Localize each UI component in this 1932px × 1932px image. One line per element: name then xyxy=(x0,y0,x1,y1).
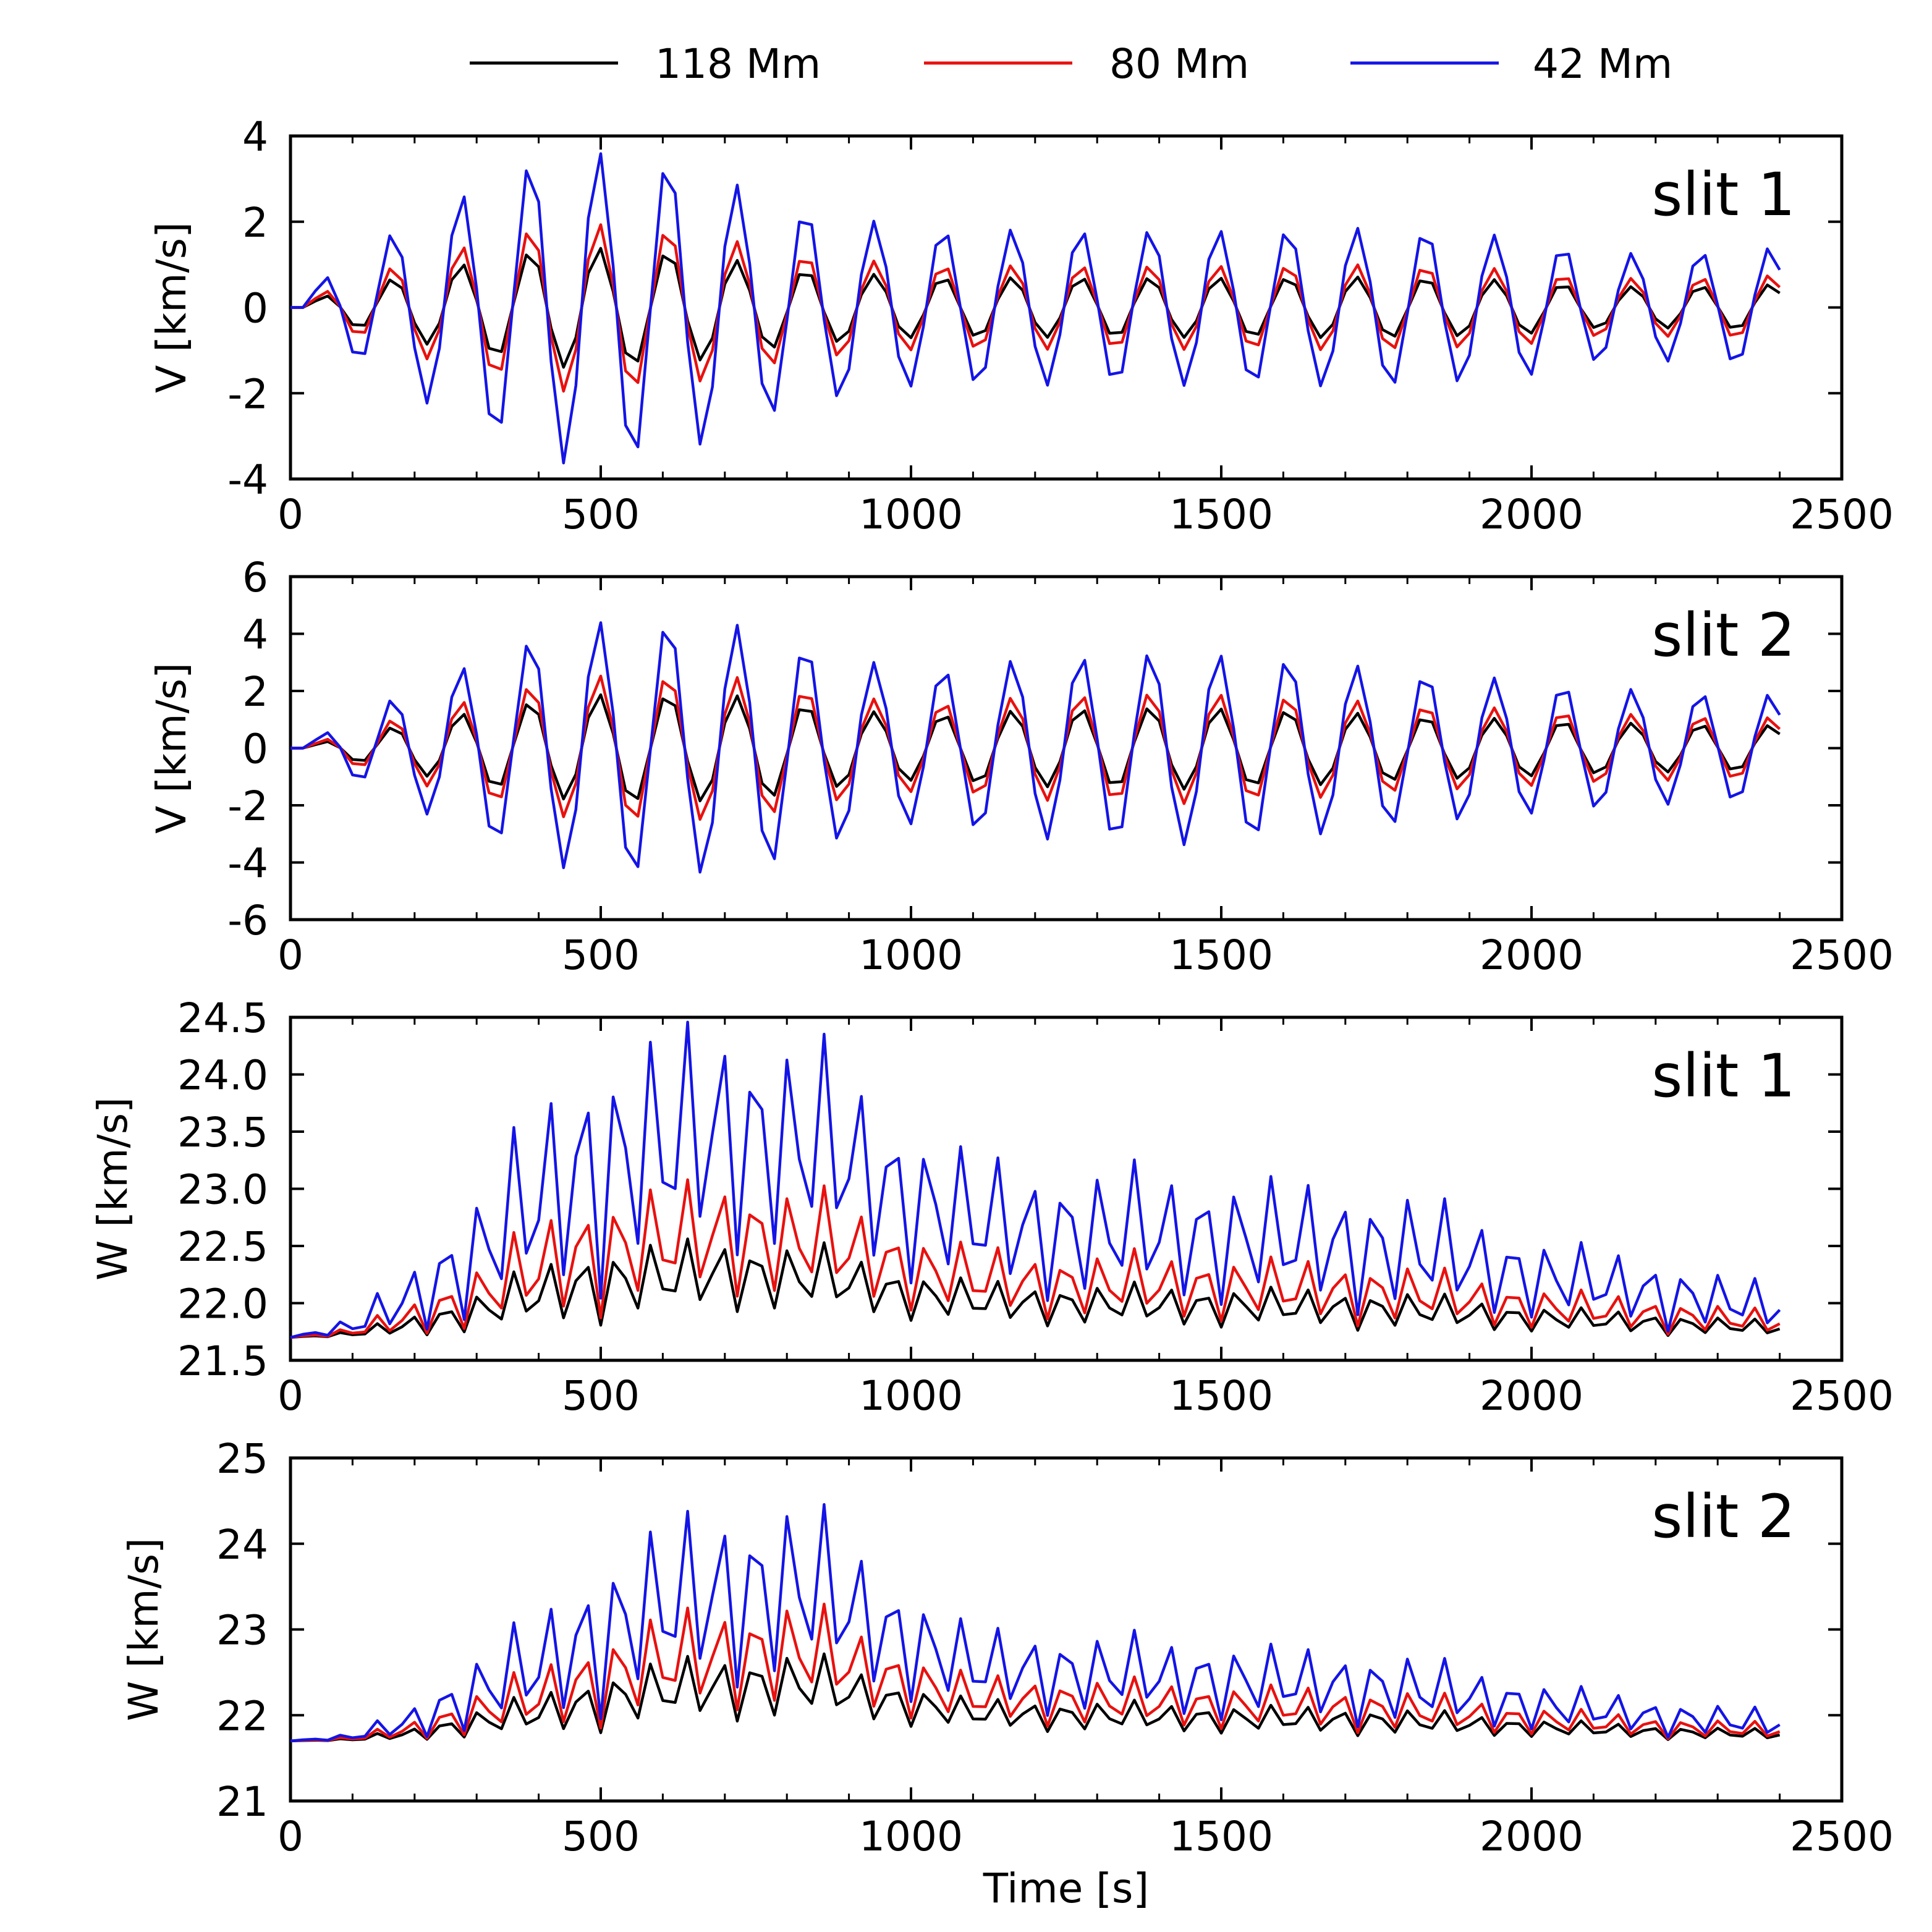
panel-4-xtick-label: 500 xyxy=(562,1813,640,1860)
panel-3-ytick-label: 24.5 xyxy=(177,994,268,1042)
panel-1-xtick-label: 2500 xyxy=(1790,491,1894,538)
panel-4-frame xyxy=(289,1456,1844,1803)
panel-1-ytick-label: 2 xyxy=(242,199,268,247)
panel-4-series-118mm xyxy=(290,1652,1781,1743)
panel-1: 0 500 1000 1500 2000 2500 -4 -2 0 2 4 slit 1 V [km… xyxy=(148,113,1894,538)
legend-label-118mm: 118 Mm xyxy=(655,40,821,88)
panel-2-xtick-label: 2000 xyxy=(1480,931,1583,979)
legend: 118 Mm 80 Mm 42 Mm xyxy=(470,40,1672,88)
panel-2-ytick-label: 2 xyxy=(242,668,268,716)
panel-4-ytick-label: 21 xyxy=(216,1778,268,1826)
panel-3-ytick-label: 23.5 xyxy=(177,1109,268,1156)
panel-3-ytick-label: 24.0 xyxy=(177,1052,268,1099)
panel-3-series-118mm xyxy=(290,1237,1781,1339)
panel-2: 0 500 1000 1500 2000 2500 -6 -4 -2 0 2 4 6 slit 2 V … xyxy=(148,554,1894,979)
panel-4-ylabel: W [km/s] xyxy=(120,1538,167,1721)
panel-2-xtick-label: 2500 xyxy=(1790,931,1894,979)
panel-4-tag: slit 2 xyxy=(1651,1482,1795,1551)
panel-2-tag: slit 2 xyxy=(1651,601,1795,670)
panel-4-series-80mm xyxy=(290,1603,1781,1743)
panel-4-series xyxy=(290,1503,1781,1743)
panel-2-series-42mm xyxy=(290,621,1781,874)
panel-1-ticks: 0 500 1000 1500 2000 2500 -4 -2 0 2 4 xyxy=(227,113,1894,538)
panel-2-series xyxy=(290,621,1781,874)
panel-1-xtick-label: 2000 xyxy=(1480,491,1583,538)
panel-1-ytick-label: 4 xyxy=(242,113,268,161)
panel-1-tag: slit 1 xyxy=(1651,160,1795,229)
panel-3-ytick-label: 22.0 xyxy=(177,1281,268,1328)
panel-3-xtick-label: 2000 xyxy=(1480,1372,1583,1420)
panel-4-xtick-label: 1000 xyxy=(859,1813,963,1860)
panel-4-ytick-label: 25 xyxy=(216,1435,268,1483)
panel-1-ytick-label: 0 xyxy=(242,285,268,333)
panel-2-xtick-label: 0 xyxy=(278,931,303,979)
panel-3-ylabel: W [km/s] xyxy=(89,1097,137,1281)
panel-1-series-42mm xyxy=(290,152,1781,465)
panel-3-xtick-label: 1000 xyxy=(859,1372,963,1420)
panel-3-tag: slit 1 xyxy=(1651,1041,1795,1111)
panel-3-ytick-label: 21.5 xyxy=(177,1337,268,1385)
panel-3-ytick-label: 22.5 xyxy=(177,1223,268,1271)
panel-3-xtick-label: 2500 xyxy=(1790,1372,1894,1420)
panel-4: 0 500 1000 1500 2000 2500 21 22 23 24 25 slit 2 W … xyxy=(120,1435,1894,1860)
panel-2-ytick-label: 4 xyxy=(242,611,268,659)
panel-1-ylabel: V [km/s] xyxy=(148,222,195,393)
panel-3-xtick-label: 0 xyxy=(278,1372,303,1420)
panel-2-ytick-label: 0 xyxy=(242,726,268,773)
panel-1-series-80mm xyxy=(290,223,1781,393)
panel-3-series-42mm xyxy=(290,1020,1781,1339)
panel-3-series xyxy=(290,1020,1781,1339)
panel-2-series-80mm xyxy=(290,674,1781,821)
panel-3-xtick-label: 1500 xyxy=(1169,1372,1273,1420)
panel-2-frame xyxy=(289,575,1844,922)
panel-4-xtick-label: 2500 xyxy=(1790,1813,1894,1860)
panel-1-frame xyxy=(289,134,1844,481)
panel-1-xtick-label: 0 xyxy=(278,491,303,538)
panel-2-ytick-label: -4 xyxy=(227,840,268,888)
legend-label-42mm: 42 Mm xyxy=(1533,40,1672,88)
panel-1-xtick-label: 1000 xyxy=(859,491,963,538)
panel-2-ylabel: V [km/s] xyxy=(148,663,195,834)
panel-2-xtick-label: 1500 xyxy=(1169,931,1273,979)
panel-4-ytick-label: 24 xyxy=(216,1521,268,1569)
panel-2-series-118mm xyxy=(290,693,1781,803)
panel-4-ytick-label: 23 xyxy=(216,1607,268,1654)
panel-2-xtick-label: 1000 xyxy=(859,931,963,979)
panel-4-series-42mm xyxy=(290,1503,1781,1743)
legend-label-80mm: 80 Mm xyxy=(1109,40,1249,88)
panel-2-ytick-label: -6 xyxy=(227,897,268,944)
panel-2-ticks: 0 500 1000 1500 2000 2500 -6 -4 -2 0 2 4 6 xyxy=(227,554,1894,979)
panel-4-xtick-label: 2000 xyxy=(1480,1813,1583,1860)
panel-4-ytick-label: 22 xyxy=(216,1692,268,1740)
panel-1-xtick-label: 500 xyxy=(562,491,640,538)
panel-3: 0 500 1000 1500 2000 2500 21.5 22.0 22.5 23.0 23.5… xyxy=(89,994,1894,1420)
panel-4-xtick-label: 1500 xyxy=(1169,1813,1273,1860)
panel-3-series-80mm xyxy=(290,1178,1781,1339)
panel-1-series-118mm xyxy=(290,247,1781,369)
panel-3-xtick-label: 500 xyxy=(562,1372,640,1420)
panel-3-ytick-label: 23.0 xyxy=(177,1166,268,1214)
x-axis-title: Time [s] xyxy=(983,1865,1149,1912)
panel-2-ytick-label: 6 xyxy=(242,554,268,601)
panel-1-series xyxy=(290,152,1781,465)
panel-4-xtick-label: 0 xyxy=(278,1813,303,1860)
panel-1-ytick-label: -2 xyxy=(227,370,268,418)
panel-4-ticks: 0 500 1000 1500 2000 2500 21 22 23 24 25 xyxy=(216,1435,1894,1860)
panel-2-ytick-label: -2 xyxy=(227,782,268,830)
panel-1-ytick-label: -4 xyxy=(227,456,268,504)
panel-1-xtick-label: 1500 xyxy=(1169,491,1273,538)
panel-3-ticks: 0 500 1000 1500 2000 2500 21.5 22.0 22.5 23.0 23.5… xyxy=(177,994,1894,1420)
panel-2-xtick-label: 500 xyxy=(562,931,640,979)
